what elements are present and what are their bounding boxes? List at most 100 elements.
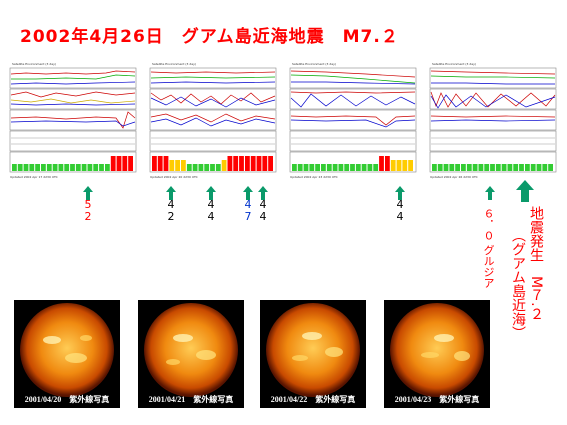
kp-index-bars (432, 164, 553, 171)
kp-bar (455, 164, 460, 171)
kp-bar (297, 164, 303, 171)
kp-bar (432, 164, 437, 171)
kp-bar (181, 160, 186, 171)
kp-bar (461, 164, 466, 171)
chart-header: Satellite Environment (3 day) (432, 62, 477, 66)
marker-value: 4 4 (206, 199, 216, 223)
marker-digit: 4 (244, 198, 252, 211)
kp-bar (402, 160, 408, 171)
marker-digit: 2 (84, 210, 92, 223)
kp-bar (437, 164, 443, 171)
kp-bar (466, 164, 472, 171)
kp-bar (262, 156, 268, 171)
page-title: 2002年4月26日 グアム島近海地震 M7.２ (20, 27, 399, 47)
kp-bar (175, 160, 180, 171)
kp-bar (315, 164, 320, 171)
chart-panel-3: Satellite Environment (3 day) Updated 20… (286, 62, 420, 182)
chart-panel-4: Satellite Environment (3 day) Updated 20… (426, 62, 560, 182)
kp-bar (525, 164, 530, 171)
quake-arrow-up-icon (516, 180, 534, 202)
kp-bar (256, 156, 262, 171)
arrow-up-icon (165, 186, 176, 200)
kp-bar (332, 164, 338, 171)
kp-bar (99, 164, 104, 171)
arrow-up-icon (242, 186, 253, 200)
kp-bar (70, 164, 75, 171)
georgia-quake-label: ６．０ グルジア (482, 208, 495, 289)
kp-bar (326, 164, 332, 171)
arrow-up-icon (257, 186, 268, 200)
kp-bar (52, 164, 58, 171)
sun-uv-image: 2001/04/21 紫外線写真 (138, 300, 244, 408)
kp-bar (355, 164, 361, 171)
marker-value: 4 2 (166, 199, 176, 223)
kp-bar (122, 156, 128, 171)
kp-bar (58, 164, 64, 171)
quake-location-label: （グアム島近海） (510, 228, 526, 340)
sun-caption: 2001/04/23 紫外線写真 (394, 395, 480, 404)
kp-bar (163, 156, 169, 171)
chart-footer: Updated 2002 Apr 20 2230 UTC (150, 175, 198, 179)
kp-bar (192, 164, 198, 171)
kp-bar (536, 164, 542, 171)
marker-digit: 2 (167, 210, 175, 223)
satellite-environment-charts: Satellite Environment (3 day) Updated 20… (6, 62, 561, 182)
kp-bar (250, 156, 256, 171)
kp-bar (81, 164, 87, 171)
marker-digit: 4 (207, 198, 215, 211)
kp-bar (227, 156, 233, 171)
chart-footer: Updated 2002 Apr 17 2230 UTC (10, 175, 58, 179)
marker-value: 5 2 (83, 199, 93, 223)
marker-digit: 4 (396, 210, 404, 223)
kp-bar (35, 164, 40, 171)
kp-bar (87, 164, 93, 171)
kp-bar (513, 164, 519, 171)
kp-bar (408, 160, 413, 171)
kp-bar (239, 156, 244, 171)
sun-uv-image: 2001/04/20 紫外線写真 (14, 300, 120, 408)
kp-bar (215, 164, 221, 171)
sun-uv-image: 2001/04/22 紫外線写真 (260, 300, 366, 408)
kp-bar (385, 156, 390, 171)
chart-panel-1: Satellite Environment (3 day) Updated 20… (6, 62, 140, 182)
kp-bar (152, 156, 157, 171)
kp-bar (210, 164, 215, 171)
kp-bar (507, 164, 513, 171)
marker-digit: 4 (259, 198, 267, 211)
kp-bar (530, 164, 536, 171)
kp-bar (29, 164, 35, 171)
kp-bar (157, 156, 163, 171)
arrow-up-icon (484, 186, 495, 200)
kp-bar (64, 164, 70, 171)
kp-bar (169, 160, 175, 171)
kp-bar (268, 156, 273, 171)
kp-bar (23, 164, 29, 171)
kp-bar (373, 164, 379, 171)
marker-digit: 7 (244, 210, 252, 223)
kp-index-bars (292, 156, 413, 171)
sun-caption: 2001/04/20 紫外線写真 (24, 395, 110, 404)
arrow-up-icon (205, 186, 216, 200)
kp-bar (472, 164, 478, 171)
kp-bar (46, 164, 52, 171)
quake-occurrence-label: 地震発生 M７.２ (528, 206, 544, 321)
kp-bar (443, 164, 449, 171)
kp-bar (542, 164, 548, 171)
kp-bar (75, 164, 81, 171)
kp-bar (309, 164, 315, 171)
kp-bar (221, 160, 227, 171)
kp-bar (41, 164, 46, 171)
kp-index-bars (12, 156, 133, 171)
marker-digit: 4 (396, 198, 404, 211)
kp-bar (93, 164, 99, 171)
kp-bar (338, 164, 344, 171)
chart-header: Satellite Environment (3 day) (12, 62, 57, 66)
kp-bar (186, 164, 192, 171)
chart-panel-2: Satellite Environment (3 day) Updated 20… (146, 62, 280, 182)
kp-bar (204, 164, 210, 171)
kp-bar (495, 164, 501, 171)
kp-bar (105, 164, 110, 171)
kp-bar (116, 156, 122, 171)
arrow-up-icon (394, 186, 405, 200)
kp-bar (110, 156, 116, 171)
